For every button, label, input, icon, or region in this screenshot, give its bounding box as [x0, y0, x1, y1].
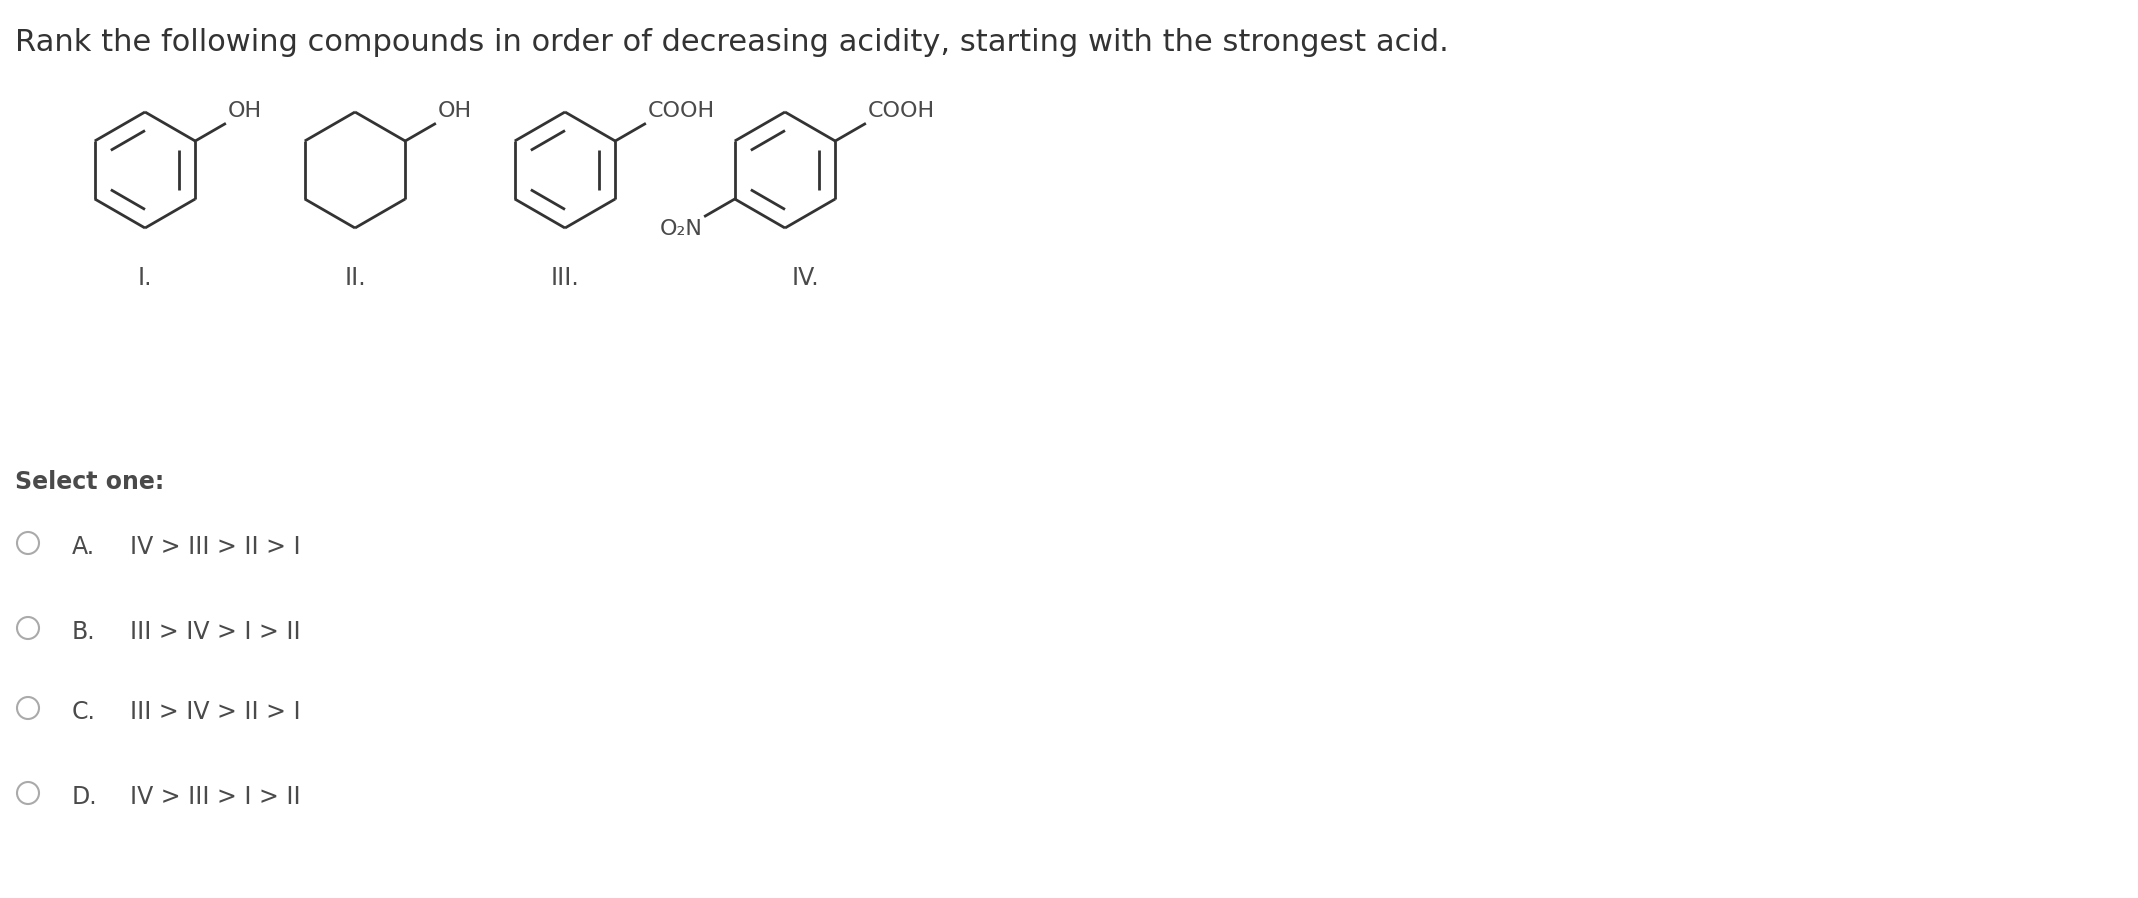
Text: Select one:: Select one:: [15, 470, 165, 494]
Text: IV > III > I > II: IV > III > I > II: [130, 785, 301, 809]
Text: B.: B.: [73, 620, 96, 644]
Text: D.: D.: [73, 785, 98, 809]
Text: I.: I.: [137, 266, 152, 290]
Text: COOH: COOH: [648, 101, 714, 121]
Text: OH: OH: [438, 101, 472, 121]
Text: III > IV > I > II: III > IV > I > II: [130, 620, 301, 644]
Text: III > IV > II > I: III > IV > II > I: [130, 700, 301, 724]
Text: OH: OH: [227, 101, 261, 121]
Text: Rank the following compounds in order of decreasing acidity, starting with the s: Rank the following compounds in order of…: [15, 28, 1450, 57]
Text: IV.: IV.: [791, 266, 819, 290]
Text: COOH: COOH: [868, 101, 934, 121]
Text: IV > III > II > I: IV > III > II > I: [130, 535, 301, 559]
Text: II.: II.: [344, 266, 366, 290]
Text: III.: III.: [552, 266, 579, 290]
Text: A.: A.: [73, 535, 94, 559]
Text: O₂N: O₂N: [659, 219, 701, 239]
Text: C.: C.: [73, 700, 96, 724]
